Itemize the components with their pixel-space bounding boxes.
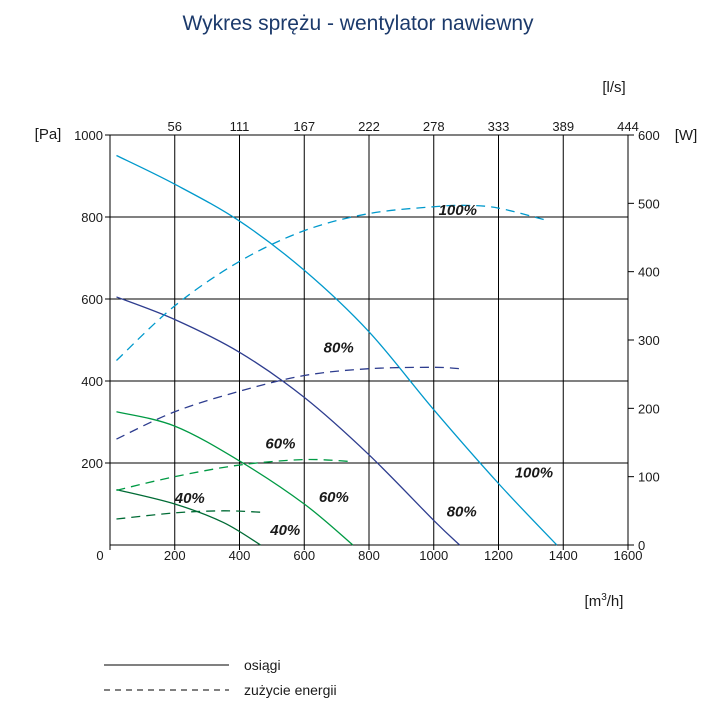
x-tick-label: 200: [164, 548, 186, 563]
right-axis-unit: [W]: [675, 127, 698, 144]
curve-label: 60%: [265, 436, 295, 453]
y-left-tick-label: 600: [81, 292, 103, 307]
pressure-curve-60: [116, 411, 354, 546]
top-tick-label: 278: [423, 119, 445, 134]
top-axis-unit: [l/s]: [602, 79, 625, 96]
curve-label: 100%: [515, 464, 553, 481]
power-curve-60: [116, 458, 353, 491]
curve-label: 100%: [439, 202, 477, 219]
chart-title: Wykres sprężu - wentylator nawiewny: [182, 12, 534, 35]
x-tick-label: 1400: [549, 548, 578, 563]
y-left-tick-label: 800: [81, 210, 103, 225]
y-right-tick-label: 600: [638, 128, 660, 143]
curve-label: 80%: [447, 503, 477, 520]
top-tick-label: 111: [230, 119, 250, 134]
x-tick-label: 1000: [419, 548, 448, 563]
curve-labels: 100% 80% 60% 40% 100% 80% 60% 40%: [174, 202, 553, 539]
top-tick-label: 222: [358, 119, 380, 134]
legend-label-solid: osiągi: [244, 657, 281, 673]
curve-label: 40%: [174, 490, 205, 507]
power-curve-80: [116, 366, 460, 440]
y-left-tick-label: 400: [81, 374, 103, 389]
curve-label: 40%: [269, 522, 300, 539]
legend: osiągi zużycie energii: [104, 657, 337, 698]
pressure-curve-40: [116, 489, 261, 546]
y-right-tick-label: 0: [638, 538, 645, 553]
bottom-axis-unit-pre: [m: [585, 593, 602, 610]
left-axis-unit: [Pa]: [35, 126, 62, 143]
pressure-curve-100: [116, 154, 558, 546]
power-curve-40: [116, 510, 261, 520]
bottom-axis-unit-post: /h]: [607, 593, 624, 610]
x-tick-label: 800: [358, 548, 380, 563]
curves: [116, 154, 558, 546]
top-tick-label: 444: [617, 119, 639, 134]
y-right-tick-label: 500: [638, 196, 660, 211]
y-left-tick-label: 200: [81, 456, 103, 471]
curve-label: 80%: [324, 339, 354, 356]
top-tick-label: 56: [168, 119, 182, 134]
legend-label-dashed: zużycie energii: [244, 682, 337, 698]
power-curve-100: [116, 204, 548, 361]
bottom-axis-unit: [m3/h]: [585, 592, 624, 610]
y-right-tick-label: 400: [638, 265, 660, 280]
pressure-curve-80: [116, 296, 461, 546]
y-left-tick-label: 1000: [74, 128, 103, 143]
curve-label: 60%: [319, 489, 349, 506]
x-tick-label: 400: [229, 548, 251, 563]
top-tick-label: 333: [488, 119, 510, 134]
y-right-tick-label: 300: [638, 333, 660, 348]
y-right-tick-label: 200: [638, 401, 660, 416]
y-right-tick-label: 100: [638, 470, 660, 485]
bottom-axis-unit-sup: 3: [601, 592, 607, 603]
tick-labels: 0 200 400 600 800 1000 1200 1400 160020040060080…: [74, 119, 660, 563]
x-tick-label: 1600: [614, 548, 643, 563]
x-tick-label: 600: [293, 548, 315, 563]
x-tick-label: 1200: [484, 548, 513, 563]
grid: [109, 134, 629, 546]
top-tick-label: 389: [552, 119, 574, 134]
top-tick-label: 167: [293, 119, 315, 134]
x-tick-label: 0: [96, 548, 103, 563]
